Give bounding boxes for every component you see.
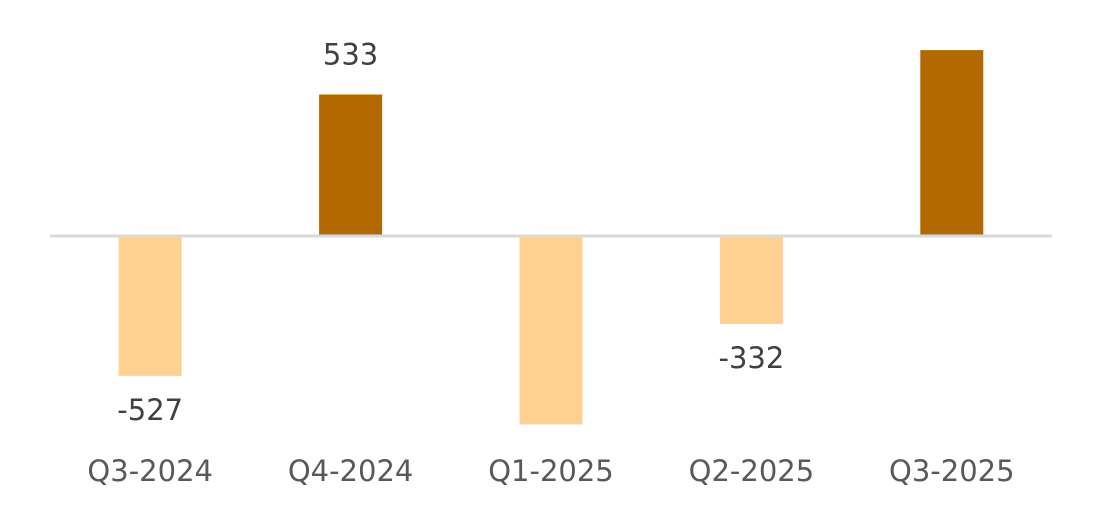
data-labels-group: -527 533 -332 — [117, 38, 784, 427]
data-label-q2-2025: -332 — [718, 341, 784, 375]
data-label-q4-2024: 533 — [323, 38, 378, 72]
x-tick-label-q2-2025: Q2-2025 — [689, 454, 815, 488]
bar-q1-2025 — [519, 236, 583, 425]
bar-q3-2024 — [118, 236, 182, 376]
bar-q2-2025 — [719, 236, 783, 325]
x-tick-label-q1-2025: Q1-2025 — [488, 454, 614, 488]
x-tick-label-q3-2025: Q3-2025 — [889, 454, 1015, 488]
x-tick-label-q3-2024: Q3-2024 — [87, 454, 213, 488]
data-label-q3-2024: -527 — [117, 393, 183, 427]
x-tick-label-q4-2024: Q4-2024 — [288, 454, 414, 488]
bar-q4-2024 — [319, 94, 383, 236]
x-axis-tick-labels: Q3-2024 Q4-2024 Q1-2025 Q2-2025 Q3-2025 — [87, 454, 1014, 488]
bar-q3-2025 — [920, 50, 984, 236]
bars-group — [118, 50, 984, 425]
